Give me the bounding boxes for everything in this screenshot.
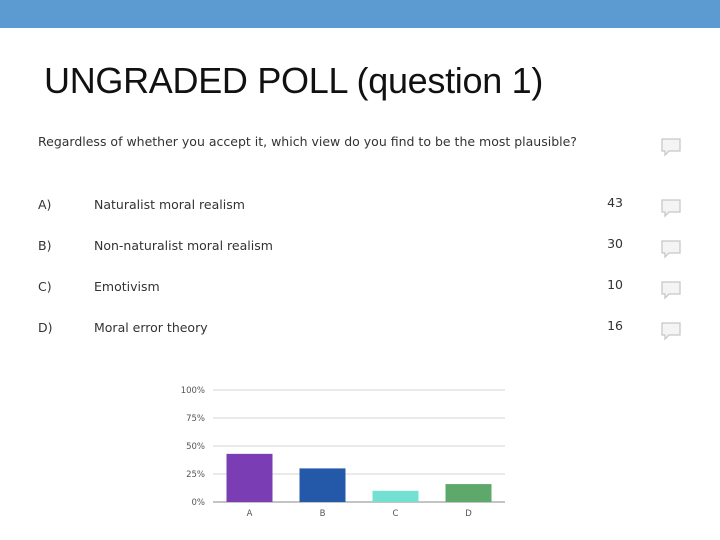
- option-letter: C): [38, 279, 52, 294]
- option-letter: D): [38, 320, 53, 335]
- y-tick-label: 0%: [192, 498, 206, 508]
- poll-option-c: C) Emotivism 10: [38, 277, 628, 299]
- x-tick-label: C: [393, 509, 399, 519]
- option-count: 43: [607, 195, 623, 210]
- slide-title: UNGRADED POLL (question 1): [44, 60, 544, 101]
- poll-option-a: A) Naturalist moral realism 43: [38, 195, 628, 217]
- top-banner: [0, 0, 720, 28]
- option-count: 16: [607, 318, 623, 333]
- option-text: Emotivism: [94, 279, 160, 294]
- poll-option-b: B) Non-naturalist moral realism 30: [38, 236, 628, 258]
- comment-icon[interactable]: [659, 136, 683, 158]
- bar-a: [226, 453, 273, 502]
- option-count: 30: [607, 236, 623, 251]
- poll-option-d: D) Moral error theory 16: [38, 318, 628, 340]
- y-tick-label: 50%: [186, 442, 205, 452]
- y-tick-label: 100%: [181, 386, 205, 396]
- option-letter: B): [38, 238, 52, 253]
- y-tick-label: 25%: [186, 470, 205, 480]
- bar-b: [299, 468, 346, 502]
- option-text: Moral error theory: [94, 320, 208, 335]
- option-text: Naturalist moral realism: [94, 197, 245, 212]
- comment-icon[interactable]: [659, 279, 683, 301]
- x-tick-label: A: [247, 509, 253, 519]
- x-tick-label: D: [465, 509, 472, 519]
- bar-c: [372, 490, 419, 502]
- results-bar-chart: 0% 25% 50% 75% 100% A B C D: [181, 386, 505, 519]
- option-text: Non-naturalist moral realism: [94, 238, 273, 253]
- comment-icon[interactable]: [659, 238, 683, 260]
- comment-icon[interactable]: [659, 197, 683, 219]
- bar-d: [445, 484, 492, 502]
- option-letter: A): [38, 197, 52, 212]
- x-tick-label: B: [320, 509, 326, 519]
- poll-question: Regardless of whether you accept it, whi…: [38, 134, 577, 149]
- comment-icon[interactable]: [659, 320, 683, 342]
- option-count: 10: [607, 277, 623, 292]
- y-tick-label: 75%: [186, 414, 205, 424]
